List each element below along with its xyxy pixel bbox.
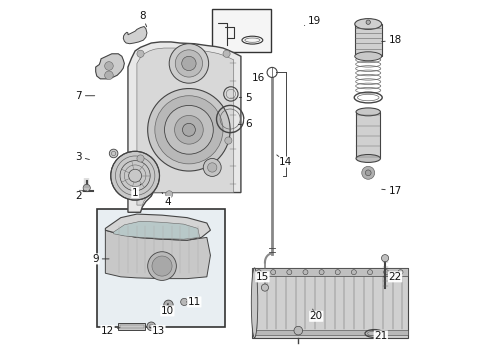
Circle shape — [110, 151, 159, 200]
Circle shape — [104, 71, 113, 80]
Text: 17: 17 — [381, 186, 401, 196]
Bar — [120, 325, 143, 328]
Circle shape — [270, 270, 275, 275]
Polygon shape — [137, 48, 233, 205]
Bar — [118, 323, 145, 330]
Circle shape — [83, 184, 90, 192]
Text: 5: 5 — [239, 93, 251, 103]
Bar — [355, 112, 380, 158]
Circle shape — [152, 256, 172, 276]
Circle shape — [174, 116, 203, 144]
Circle shape — [293, 326, 302, 335]
Circle shape — [165, 191, 172, 198]
Text: 18: 18 — [381, 35, 401, 45]
Text: 14: 14 — [276, 155, 292, 167]
Text: 13: 13 — [149, 325, 165, 336]
Circle shape — [286, 270, 291, 275]
Ellipse shape — [354, 19, 381, 30]
Circle shape — [223, 50, 230, 57]
Text: 22: 22 — [383, 272, 401, 282]
Circle shape — [155, 96, 223, 164]
Text: 7: 7 — [75, 91, 95, 101]
Circle shape — [182, 123, 195, 136]
Polygon shape — [128, 42, 241, 212]
Bar — [354, 24, 381, 56]
Polygon shape — [105, 230, 210, 279]
Circle shape — [147, 322, 155, 330]
Circle shape — [169, 44, 208, 83]
Text: 8: 8 — [139, 11, 146, 27]
Text: 16: 16 — [252, 73, 265, 83]
Polygon shape — [123, 27, 147, 44]
Polygon shape — [105, 214, 210, 240]
Ellipse shape — [251, 268, 257, 338]
Circle shape — [365, 170, 370, 176]
Circle shape — [261, 284, 268, 291]
Circle shape — [180, 298, 187, 306]
Circle shape — [224, 137, 231, 144]
Circle shape — [182, 56, 196, 71]
Circle shape — [361, 166, 374, 179]
Circle shape — [335, 270, 340, 275]
Text: 6: 6 — [238, 120, 251, 129]
Circle shape — [163, 300, 173, 310]
Bar — [251, 329, 407, 335]
Circle shape — [303, 270, 307, 275]
Text: 20: 20 — [309, 309, 322, 321]
Text: 19: 19 — [304, 17, 321, 27]
Circle shape — [109, 149, 118, 158]
Circle shape — [147, 252, 176, 280]
Circle shape — [383, 270, 388, 275]
Circle shape — [367, 270, 372, 275]
Circle shape — [175, 50, 202, 77]
Text: 11: 11 — [186, 297, 201, 307]
Circle shape — [203, 158, 221, 176]
Text: 10: 10 — [161, 304, 174, 316]
Text: 3: 3 — [75, 152, 89, 162]
Text: 2: 2 — [75, 190, 86, 201]
Text: 15: 15 — [255, 272, 268, 282]
Circle shape — [397, 270, 402, 275]
Ellipse shape — [354, 52, 381, 61]
Bar — [211, 9, 270, 51]
Bar — [251, 268, 407, 276]
Circle shape — [319, 270, 324, 275]
Text: 1: 1 — [132, 184, 141, 198]
Polygon shape — [96, 54, 124, 79]
Bar — [97, 209, 224, 327]
Circle shape — [137, 155, 144, 162]
Bar — [251, 268, 407, 338]
Circle shape — [366, 20, 369, 24]
Ellipse shape — [355, 108, 380, 116]
Circle shape — [147, 89, 230, 171]
Circle shape — [104, 62, 113, 70]
Circle shape — [164, 105, 213, 154]
Text: 21: 21 — [372, 330, 386, 341]
Circle shape — [256, 270, 261, 275]
Polygon shape — [113, 221, 199, 239]
Ellipse shape — [355, 154, 380, 162]
Text: 12: 12 — [101, 325, 120, 336]
Text: 4: 4 — [162, 193, 170, 207]
Circle shape — [207, 163, 217, 172]
Circle shape — [351, 270, 356, 275]
Circle shape — [381, 255, 388, 262]
Text: 9: 9 — [92, 254, 109, 264]
Circle shape — [137, 50, 144, 57]
